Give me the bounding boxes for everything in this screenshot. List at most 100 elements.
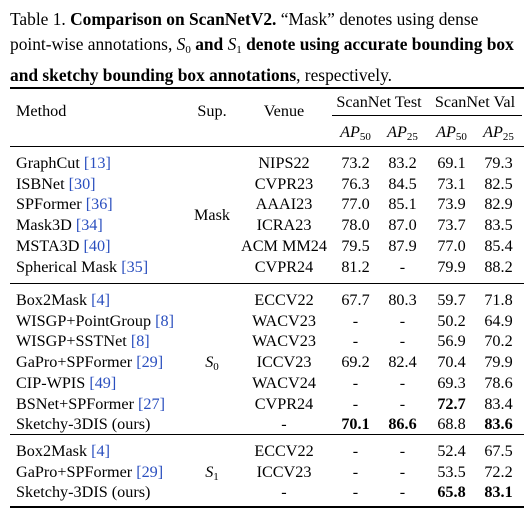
table-row-method: Mask3D [34] bbox=[16, 216, 103, 234]
header-val-ap50: AP50 bbox=[436, 123, 467, 143]
cell-v25: 88.2 bbox=[484, 257, 513, 276]
table-row-method: SPFormer [36] bbox=[16, 195, 113, 213]
header-venue: Venue bbox=[263, 102, 305, 120]
header-test-ap50: AP50 bbox=[340, 123, 371, 143]
cell-t25: - bbox=[399, 462, 406, 481]
method-name: GaPro+SPFormer bbox=[16, 353, 137, 372]
cell-t25: 86.6 bbox=[388, 415, 417, 434]
cell-t50: 78.0 bbox=[341, 216, 370, 235]
cell-t50: - bbox=[352, 483, 359, 502]
method-name: Sketchy-3DIS (ours) bbox=[16, 483, 151, 502]
cell-t25: - bbox=[399, 332, 406, 351]
cell-v50: 56.9 bbox=[437, 332, 466, 351]
group-rule-2 bbox=[10, 434, 524, 435]
citation-link[interactable]: [4] bbox=[91, 442, 110, 460]
table-caption: Table 1. Comparison on ScanNetV2. “Mask”… bbox=[10, 7, 524, 88]
cell-venue: ICCV23 bbox=[256, 353, 312, 372]
citation-link[interactable]: [49] bbox=[89, 373, 117, 392]
cell-t50: 79.5 bbox=[341, 236, 370, 255]
header-test-ap25: AP25 bbox=[387, 123, 418, 143]
table-row-method: ISBNet [30] bbox=[16, 175, 96, 193]
cell-v25: 83.5 bbox=[484, 216, 513, 235]
method-name: BSNet+SPFormer bbox=[16, 394, 139, 413]
method-name: Mask3D bbox=[16, 216, 76, 235]
header-rule bbox=[10, 146, 524, 147]
cell-t25: - bbox=[399, 257, 406, 276]
cell-v50: 73.1 bbox=[437, 174, 466, 193]
method-name: GaPro+SPFormer bbox=[16, 462, 137, 481]
cell-v50: 79.9 bbox=[437, 257, 466, 276]
cell-t25: - bbox=[399, 442, 406, 460]
cell-v50: 59.7 bbox=[437, 291, 466, 309]
cell-v25: 78.6 bbox=[484, 373, 513, 392]
cell-t50: - bbox=[352, 394, 359, 413]
cell-venue: ICCV23 bbox=[256, 462, 312, 481]
cell-t50: 73.2 bbox=[341, 154, 370, 172]
method-name: Box2Mask bbox=[16, 442, 92, 460]
table-row-method: Sketchy-3DIS (ours) bbox=[16, 415, 150, 433]
cell-t25: 83.2 bbox=[388, 154, 417, 172]
cell-t25: 82.4 bbox=[388, 353, 417, 372]
table-row-method: Spherical Mask [35] bbox=[16, 258, 148, 276]
citation-link[interactable]: [36] bbox=[85, 195, 113, 214]
caption-text-2: denote using accurate bounding box and s… bbox=[10, 34, 514, 85]
cell-v50: 52.4 bbox=[437, 442, 466, 460]
citation-link[interactable]: [34] bbox=[75, 216, 103, 235]
cell-venue: ECCV22 bbox=[254, 291, 314, 309]
cell-venue: CVPR23 bbox=[254, 174, 314, 193]
citation-link[interactable]: [8] bbox=[155, 311, 174, 330]
cell-v50: 70.4 bbox=[437, 353, 466, 372]
citation-link[interactable]: [29] bbox=[136, 353, 164, 372]
method-name: MSTA3D bbox=[16, 236, 84, 255]
cell-venue: WACV23 bbox=[252, 332, 316, 351]
cell-v50: 53.5 bbox=[437, 462, 466, 481]
cell-t50: 70.1 bbox=[341, 415, 370, 434]
cell-v25: 70.2 bbox=[484, 332, 513, 351]
cell-venue: WACV23 bbox=[252, 311, 316, 330]
cell-v50: 73.9 bbox=[437, 195, 466, 214]
table-row-method: CIP-WPIS [49] bbox=[16, 374, 116, 392]
caption-title: Comparison on ScanNetV2. bbox=[70, 9, 277, 29]
cell-v50: 69.1 bbox=[437, 154, 466, 172]
citation-link[interactable]: [27] bbox=[138, 394, 165, 413]
method-name: ISBNet bbox=[16, 174, 69, 193]
citation-link[interactable]: [35] bbox=[121, 257, 149, 276]
cell-t50: 69.2 bbox=[341, 353, 370, 372]
citation-link[interactable]: [4] bbox=[91, 291, 110, 309]
method-name: Spherical Mask bbox=[16, 257, 122, 276]
method-name: Sketchy-3DIS (ours) bbox=[16, 415, 151, 434]
caption-s1: S1 bbox=[227, 34, 242, 56]
cell-t50: 67.7 bbox=[341, 291, 370, 309]
cell-venue: ACM MM24 bbox=[241, 236, 327, 255]
table-row-method: MSTA3D [40] bbox=[16, 237, 110, 255]
cell-t50: - bbox=[352, 373, 359, 392]
cell-t50: - bbox=[352, 311, 359, 330]
cell-v25: 64.9 bbox=[484, 311, 513, 330]
cell-venue: - bbox=[281, 483, 287, 502]
table-row-method: GaPro+SPFormer [29] bbox=[16, 353, 163, 371]
cell-t50: 77.0 bbox=[341, 195, 370, 214]
citation-link[interactable]: [30] bbox=[68, 174, 96, 193]
citation-link[interactable]: [40] bbox=[83, 236, 111, 255]
cell-t50: 81.2 bbox=[341, 257, 370, 276]
cell-v50: 69.3 bbox=[437, 373, 466, 392]
table-row-method: Sketchy-3DIS (ours) bbox=[16, 483, 150, 501]
table-row-method: Box2Mask [4] bbox=[16, 442, 110, 460]
cell-v50: 50.2 bbox=[437, 311, 466, 330]
method-name: SPFormer bbox=[16, 195, 86, 214]
caption-text-3: , respectively. bbox=[296, 65, 393, 85]
header-group-rule bbox=[332, 115, 522, 116]
cell-venue: WACV24 bbox=[252, 373, 316, 392]
citation-link[interactable]: [29] bbox=[136, 462, 164, 481]
cell-v25: 67.5 bbox=[484, 442, 513, 460]
citation-link[interactable]: [13] bbox=[83, 154, 111, 172]
cell-v25: 82.9 bbox=[484, 195, 513, 214]
cell-t25: - bbox=[399, 394, 406, 413]
cell-v50: 73.7 bbox=[437, 216, 466, 235]
method-name: Box2Mask bbox=[16, 291, 92, 309]
table-row-method: Box2Mask [4] bbox=[16, 291, 110, 309]
citation-link[interactable]: [8] bbox=[130, 332, 150, 351]
method-name: CIP-WPIS bbox=[16, 373, 90, 392]
cell-venue: ECCV22 bbox=[254, 442, 314, 460]
method-name: WISGP+SSTNet bbox=[16, 332, 131, 351]
